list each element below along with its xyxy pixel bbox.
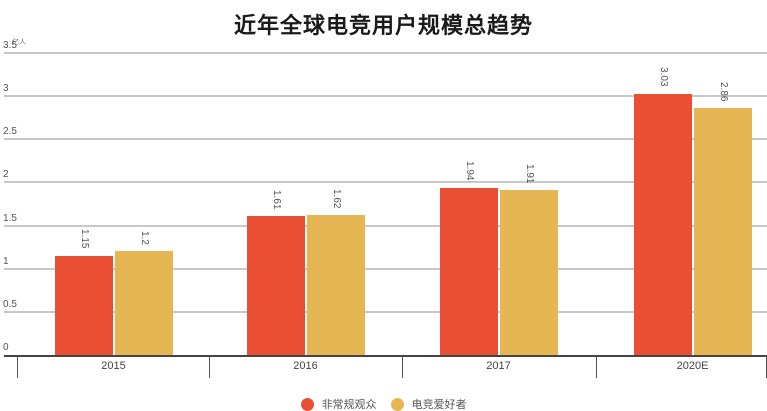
x-tick-label: 2020E	[676, 360, 709, 372]
gridline	[4, 310, 767, 313]
y-tick-label: 2.5	[3, 126, 17, 138]
y-tick-label: 3	[3, 83, 9, 95]
x-axis-divider	[402, 356, 403, 378]
legend-label: 电竞爱好者	[411, 398, 467, 411]
bar-value-label: 1.15	[78, 229, 90, 249]
bar-2020E-series-0[interactable]	[633, 93, 692, 355]
y-tick-label: 3.5	[3, 40, 17, 51]
legend-swatch-yellow-icon	[390, 397, 404, 411]
bar-value-label: 1.94	[463, 161, 475, 181]
gridline	[4, 95, 767, 98]
y-tick-label: 2	[3, 169, 9, 181]
gridline	[4, 52, 767, 54]
x-axis-divider	[596, 356, 597, 378]
y-tick-label: 0	[3, 342, 9, 353]
bar-2016-series-1[interactable]	[306, 215, 365, 355]
legend-item-series-1[interactable]: 电竞爱好者	[390, 396, 467, 411]
bar-value-label: 1.2	[138, 230, 150, 245]
bar-2017-series-0[interactable]	[439, 187, 498, 355]
bar-2015-series-1[interactable]	[114, 251, 173, 355]
bar-2015-series-0[interactable]	[54, 255, 113, 355]
x-tick-label: 2017	[486, 360, 511, 372]
legend-label: 非常规观众	[321, 398, 377, 411]
x-tick-label: 2015	[101, 360, 126, 372]
y-axis-unit-label: 亿人	[12, 38, 26, 46]
legend: 非常规观众 电竞爱好者	[0, 396, 767, 411]
bar-2020E-series-1[interactable]	[693, 108, 752, 355]
gridline	[4, 138, 767, 141]
y-tick-label: 1	[3, 255, 9, 267]
y-tick-label: 1.5	[3, 212, 17, 224]
x-axis-divider	[209, 356, 210, 378]
x-tick-label: 2016	[293, 360, 318, 372]
bar-2017-series-1[interactable]	[499, 190, 558, 355]
x-axis-line	[4, 355, 767, 357]
gridline	[4, 267, 767, 270]
gridline	[4, 224, 767, 227]
gridline	[4, 181, 767, 184]
bar-value-label: 2.86	[717, 81, 729, 102]
legend-item-series-0[interactable]: 非常规观众	[300, 396, 377, 411]
y-tick-label: 0.5	[3, 298, 17, 310]
bar-value-label: 3.03	[657, 67, 669, 87]
chart-title: 近年全球电竞用户规模总趋势	[233, 14, 533, 39]
x-axis-divider	[17, 356, 18, 378]
bar-value-label: 1.62	[330, 188, 342, 209]
bar-2016-series-0[interactable]	[246, 216, 305, 355]
bar-value-label: 1.91	[523, 163, 535, 184]
legend-swatch-red-icon	[300, 397, 314, 411]
bar-value-label: 1.61	[270, 189, 282, 210]
